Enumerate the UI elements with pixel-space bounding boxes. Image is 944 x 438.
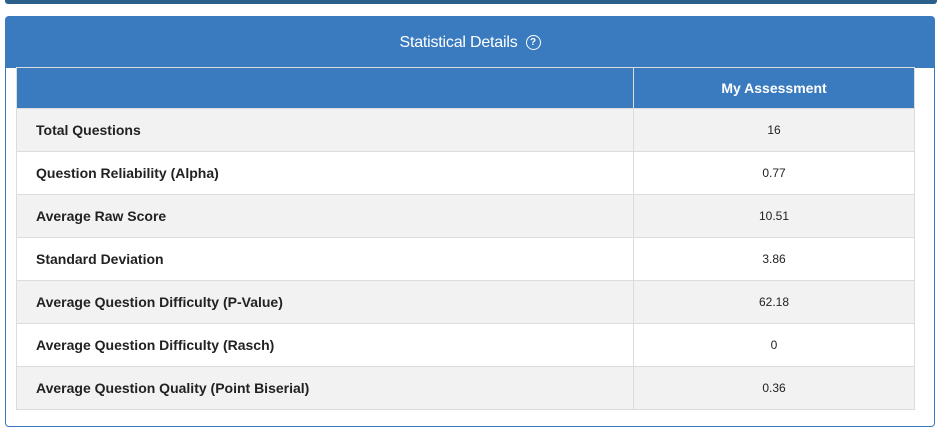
table-row: Average Raw Score 10.51: [16, 194, 915, 238]
row-value: 16: [633, 108, 915, 152]
statistics-table: My Assessment Total Questions 16 Questio…: [16, 67, 915, 410]
header-label-column: [16, 67, 634, 109]
row-value: 0.77: [633, 151, 915, 195]
row-value: 10.51: [633, 194, 915, 238]
row-value: 0: [633, 323, 915, 367]
row-value: 3.86: [633, 237, 915, 281]
table-row: Question Reliability (Alpha) 0.77: [16, 151, 915, 195]
top-panel-edge: [5, 0, 937, 4]
table-row: Average Question Difficulty (P-Value) 62…: [16, 280, 915, 324]
row-value: 0.36: [633, 366, 915, 410]
statistics-table-wrapper: My Assessment Total Questions 16 Questio…: [16, 67, 915, 410]
row-label: Average Question Quality (Point Biserial…: [16, 366, 634, 410]
panel-title: Statistical Details: [399, 33, 518, 51]
panel-header: Statistical Details ?: [6, 17, 934, 68]
row-label: Average Raw Score: [16, 194, 634, 238]
row-value: 62.18: [633, 280, 915, 324]
table-row: Total Questions 16: [16, 108, 915, 152]
row-label: Question Reliability (Alpha): [16, 151, 634, 195]
table-row: Average Question Quality (Point Biserial…: [16, 366, 915, 410]
header-my-assessment: My Assessment: [633, 67, 915, 109]
row-label: Standard Deviation: [16, 237, 634, 281]
row-label: Total Questions: [16, 108, 634, 152]
row-label: Average Question Difficulty (Rasch): [16, 323, 634, 367]
table-row: Standard Deviation 3.86: [16, 237, 915, 281]
table-header-row: My Assessment: [16, 67, 915, 109]
table-row: Average Question Difficulty (Rasch) 0: [16, 323, 915, 367]
question-circle-icon[interactable]: ?: [525, 35, 541, 50]
row-label: Average Question Difficulty (P-Value): [16, 280, 634, 324]
